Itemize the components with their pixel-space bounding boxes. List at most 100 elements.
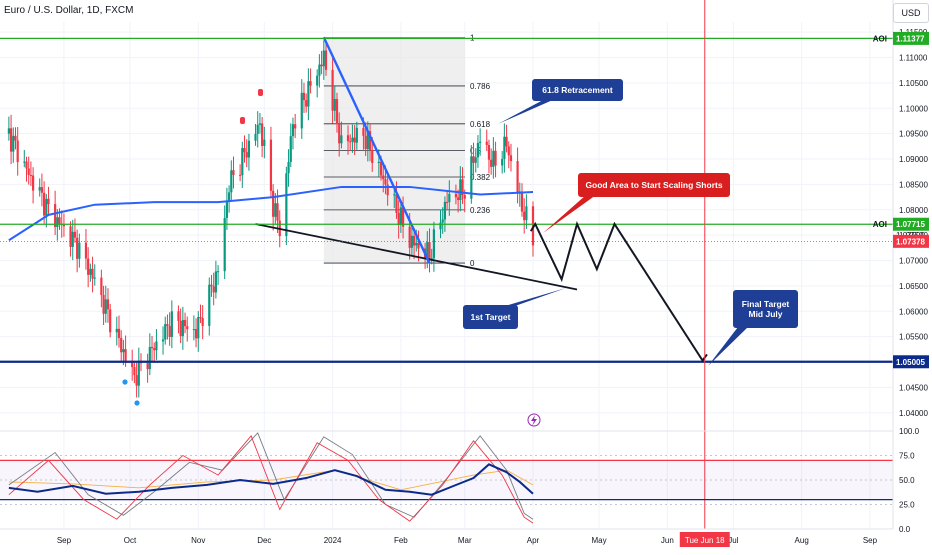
candle (386, 174, 389, 206)
candle-body (384, 179, 387, 185)
candle-body (366, 131, 369, 149)
time-tick-label: Nov (191, 536, 205, 545)
time-tick-label: Aug (795, 536, 809, 545)
candle-body (12, 135, 15, 152)
candle-body (430, 258, 433, 260)
candle-body (212, 286, 215, 293)
first-target-callout-text: 1st Target (471, 312, 511, 322)
candle (45, 193, 48, 228)
candle-body (272, 190, 275, 217)
candle-body (199, 317, 202, 319)
candle-body (214, 271, 217, 293)
candle (29, 161, 33, 187)
candle-body (487, 144, 491, 160)
candle (76, 229, 79, 273)
candle-body (459, 179, 462, 201)
candle (349, 134, 352, 151)
candle (401, 196, 405, 239)
candle (155, 329, 158, 360)
candle (335, 92, 339, 133)
earnings-marker (258, 89, 263, 96)
candle-body (335, 99, 339, 123)
candle (355, 121, 358, 150)
candle (324, 43, 328, 76)
earnings-marker (240, 117, 245, 124)
candle (194, 318, 198, 348)
candle-body (254, 133, 257, 141)
candle-body (346, 135, 350, 142)
oscillator-series (8, 435, 534, 524)
candle-body (120, 337, 123, 353)
oscillator-tick-label: 100.0 (899, 427, 920, 436)
candle (338, 112, 341, 157)
candle-body (331, 69, 334, 111)
candle (133, 361, 136, 384)
candle (289, 123, 292, 168)
candle-body (232, 170, 235, 175)
candle-body (501, 158, 504, 166)
candle-body (520, 191, 524, 212)
candle-body (115, 328, 118, 333)
candle (258, 112, 262, 134)
candle (322, 40, 325, 80)
candle (487, 139, 491, 174)
support-price-tag: 1.05005 (893, 355, 929, 369)
support-price-tag-text: 1.05005 (896, 358, 925, 367)
candle-body (428, 242, 431, 260)
candle-body (505, 136, 508, 147)
candle (320, 50, 323, 75)
candle-body (32, 175, 35, 191)
candle (509, 143, 513, 172)
candle-body (201, 318, 204, 326)
candle (210, 274, 213, 297)
candle (305, 93, 308, 113)
candle (318, 54, 321, 88)
candle-body (117, 328, 121, 338)
candle (40, 173, 44, 207)
candle-body (155, 341, 158, 351)
aoi-lower-label: AOI (873, 220, 887, 229)
aoi-upper-price-tag-text: 1.11377 (896, 34, 925, 43)
candle (227, 185, 231, 213)
candle-body (492, 150, 495, 167)
candle (208, 277, 211, 336)
fib-level-label: 0.382 (470, 173, 491, 182)
price-tick-label: 1.05500 (899, 333, 928, 342)
candle-body (9, 128, 13, 152)
candle (100, 269, 103, 308)
candle-body (401, 207, 405, 227)
candle-body (426, 242, 429, 259)
aoi-upper-price-tag: 1.11377 (893, 31, 929, 45)
candle (32, 167, 35, 204)
candle-body (509, 155, 513, 162)
candle-body (247, 140, 251, 158)
price-tick-label: 1.11000 (899, 54, 928, 63)
candle-body (485, 141, 488, 145)
downtrend-line (322, 36, 431, 264)
candle-body (432, 229, 436, 259)
candle-body (137, 360, 140, 386)
oscillator-series (8, 463, 534, 496)
candle-body (289, 136, 292, 162)
candle-body (523, 211, 526, 221)
candle-body (338, 122, 341, 144)
date-marker-tag-text: Tue Jun 18 (685, 536, 725, 545)
candle (518, 182, 521, 207)
currency-button[interactable]: USD (893, 3, 929, 23)
candle-body (91, 268, 94, 279)
candle (84, 229, 88, 270)
candle (23, 149, 26, 168)
candle-body (446, 201, 449, 203)
price-tick-label: 1.08000 (899, 206, 928, 215)
candle-body (131, 360, 134, 368)
candle-body (395, 194, 398, 213)
candle-body (225, 200, 228, 219)
candle-body (351, 137, 354, 142)
candle (507, 141, 510, 169)
candle-body (62, 224, 66, 227)
lightning-icon-glyph (531, 415, 537, 426)
candle-body (161, 339, 165, 342)
candle-body (305, 100, 308, 107)
candle (307, 68, 310, 121)
